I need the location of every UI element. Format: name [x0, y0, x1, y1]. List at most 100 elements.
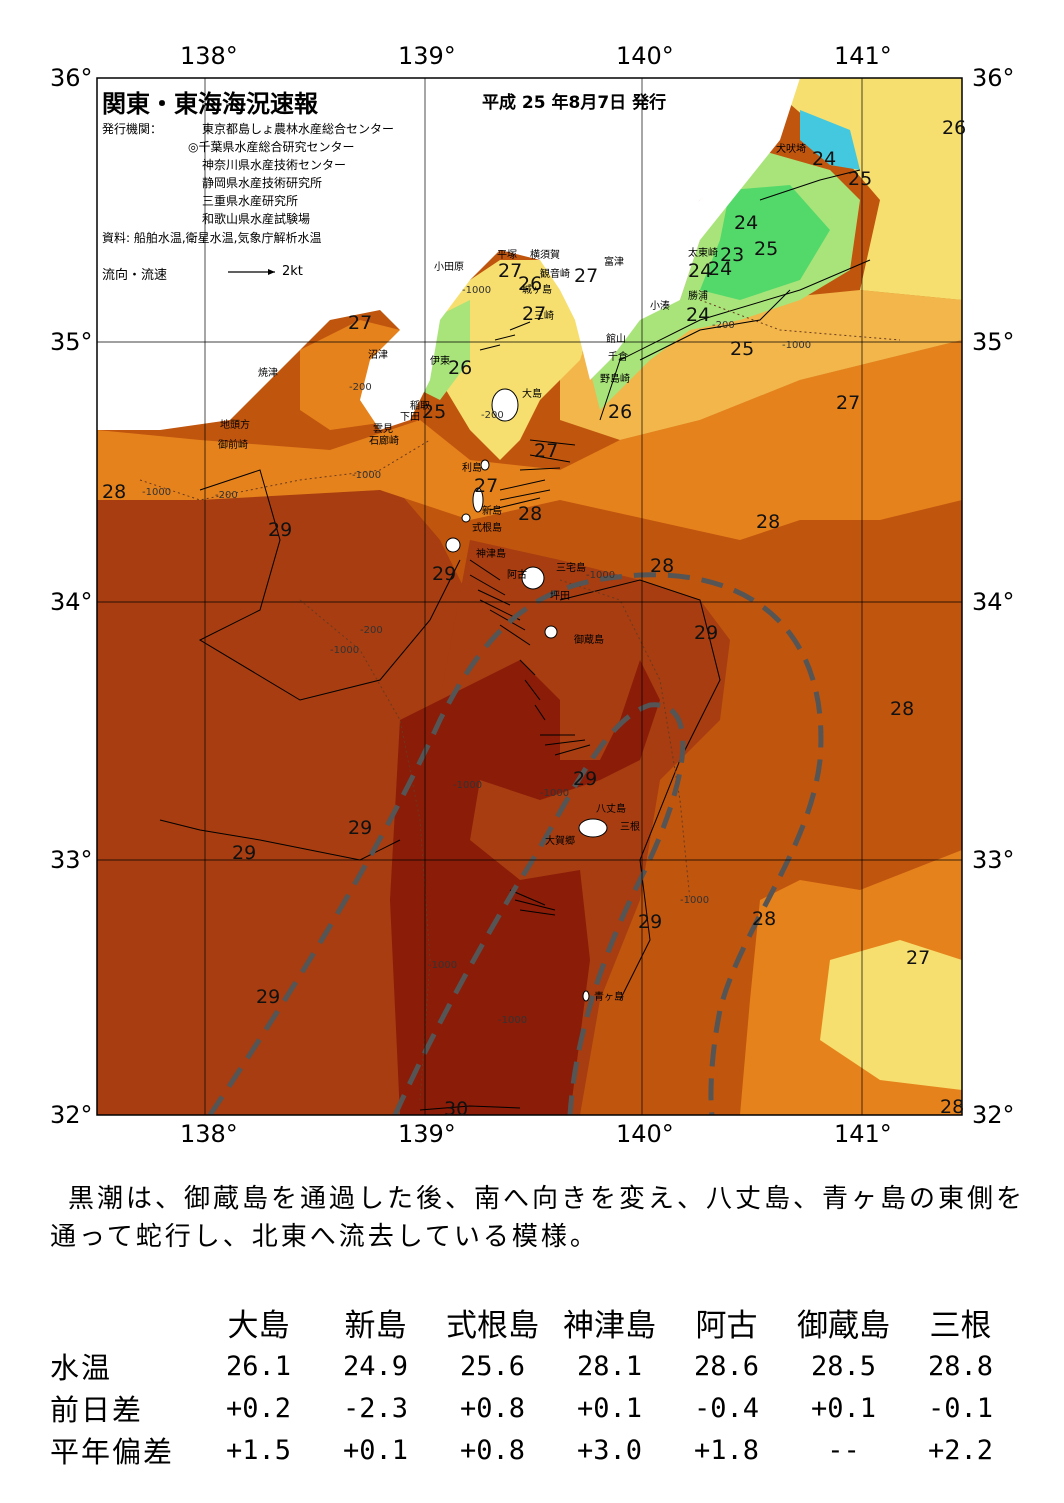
table-row: 平年偏差 +1.5 +0.1 +0.8 +3.0 +1.8 -- +2.2	[50, 1429, 1019, 1471]
island-oshima	[491, 388, 519, 422]
isotherm-29-east	[559, 579, 721, 1001]
lat-tick-35-right: 35°	[972, 328, 1015, 356]
depth-label: -200	[481, 410, 504, 421]
publisher-label: 発行機関：	[102, 122, 163, 136]
island-aogashima	[582, 990, 590, 1002]
depth-label: -200	[215, 490, 238, 501]
isotherm-label: 26	[518, 273, 543, 295]
map-title: 関東・東海海況速報	[102, 90, 318, 118]
place-kozushima: 神津島	[476, 549, 506, 560]
island-toshima	[480, 459, 490, 471]
lat-tick-36-right: 36°	[972, 64, 1015, 92]
publisher-4: 静岡県水産技術研究所	[202, 176, 323, 190]
table-cell: +0.1	[576, 1392, 643, 1424]
sst-field-23	[700, 185, 830, 300]
isotherm-label: 27	[474, 475, 499, 497]
place-nojimazaki: 野島崎	[600, 374, 630, 385]
place-yaizu: 焼津	[258, 368, 278, 379]
row-header: 平年偏差	[50, 1435, 175, 1469]
place-tsubota: 坪田	[550, 591, 570, 602]
isotherm-label: 27	[906, 947, 931, 969]
col-header: 御蔵島	[797, 1308, 890, 1344]
table-cell: +1.8	[693, 1434, 760, 1466]
lon-tick-141-bottom: 141°	[834, 1120, 892, 1148]
place-kannonzaki: 観音崎	[540, 269, 570, 280]
place-jitogata: 地頭方	[220, 420, 250, 431]
isotherm-label: 28	[752, 908, 777, 930]
lon-tick-140: 140°	[616, 42, 674, 70]
place-mitsune: 三根	[620, 822, 640, 833]
place-ako: 阿古	[507, 570, 527, 581]
isotherm-label: 25	[848, 168, 873, 190]
publisher-2: ◎千葉県水産総合研究センター	[188, 140, 355, 154]
table-row: 前日差 +0.2 -2.3 +0.8 +0.1 -0.4 +0.1 -0.1	[50, 1387, 1019, 1429]
depth-contour-1	[139, 439, 431, 501]
island-mikurajima	[544, 625, 558, 639]
place-omaezaki: 御前崎	[218, 440, 248, 451]
place-irozaki: 石廊崎	[369, 436, 399, 447]
table-cell: -2.3	[342, 1392, 409, 1424]
place-taitozaki: 太東崎	[688, 248, 718, 259]
lon-tick-141: 141°	[834, 42, 892, 70]
place-kominato: 小湊	[650, 301, 670, 312]
isotherm-label: 28	[102, 481, 127, 503]
place-hiratsuka: 平塚	[497, 250, 517, 261]
place-ito: 伊東	[430, 356, 450, 367]
legend-label: 流向・流速	[102, 268, 168, 283]
isotherm-label: 25	[422, 401, 447, 423]
kuroshio-axis-inner	[392, 702, 686, 1115]
isotherm-label: 27	[574, 265, 599, 287]
depth-label: -1000	[428, 960, 458, 971]
table-cell: +1.5	[225, 1434, 292, 1466]
depth-label: -1000	[453, 780, 483, 791]
table-header-row: 大島 新島 式根島 神津島 阿古 御蔵島 三根	[50, 1300, 1019, 1345]
island-shikinejima	[461, 513, 471, 523]
island-niijima	[472, 487, 484, 513]
col-header: 式根島	[446, 1308, 539, 1344]
isotherm-label: 29	[573, 768, 598, 790]
table-cell: 26.1	[225, 1350, 292, 1382]
isotherm-26	[599, 259, 871, 421]
depth-label: -200	[349, 382, 372, 393]
depth-label: -1000	[680, 895, 710, 906]
sst-field-sagami	[440, 260, 600, 460]
place-shimoda: 下田	[400, 412, 420, 423]
place-misaki: 三崎	[534, 311, 554, 322]
lat-tick-36: 36°	[50, 64, 93, 92]
isotherm-label: 28	[940, 1096, 965, 1118]
isotherm-label: 25	[754, 238, 779, 260]
depth-label: -1000	[782, 340, 812, 351]
place-numazu: 沼津	[368, 350, 388, 361]
isotherm-24	[759, 169, 861, 201]
place-mikurajima: 御蔵島	[574, 635, 604, 646]
current-arrows	[469, 321, 591, 916]
table-cell: +0.8	[459, 1392, 526, 1424]
col-header: 阿古	[695, 1308, 758, 1344]
place-chikura: 千倉	[608, 352, 628, 363]
sst-field-25-northeast	[760, 78, 962, 300]
issue-date: 平成 25 年8月7日 発行	[482, 93, 667, 113]
isotherm-label: 27	[348, 312, 373, 334]
place-shikinejima: 式根島	[472, 523, 502, 534]
isotherm-label: 29	[256, 986, 281, 1008]
lon-tick-139: 139°	[398, 42, 456, 70]
table-cell: -0.4	[693, 1392, 760, 1424]
place-niijima: 新島	[482, 506, 502, 517]
lat-tick-32-right: 32°	[972, 1101, 1015, 1129]
lat-tick-33-right: 33°	[972, 846, 1015, 874]
sst-field-30	[390, 660, 660, 1115]
lat-tick-34: 34°	[50, 588, 93, 616]
isotherm-label: 26	[942, 117, 967, 139]
place-miyakejima: 三宅島	[556, 563, 586, 574]
col-header: 新島	[344, 1308, 407, 1344]
lon-tick-139-bottom: 139°	[398, 1120, 456, 1148]
place-aogashima: 青ヶ島	[594, 992, 624, 1003]
place-futtsu: 富津	[604, 257, 624, 268]
isotherm-label: 23	[720, 244, 745, 266]
publisher-1: 東京都島しょ農林水産総合センター	[202, 122, 395, 136]
isotherm-label: 27	[522, 303, 547, 325]
table-cell: +0.1	[342, 1434, 409, 1466]
place-okago: 大賀郷	[545, 836, 575, 847]
isotherm-label: 27	[836, 392, 861, 414]
place-oshima: 大島	[522, 389, 542, 400]
